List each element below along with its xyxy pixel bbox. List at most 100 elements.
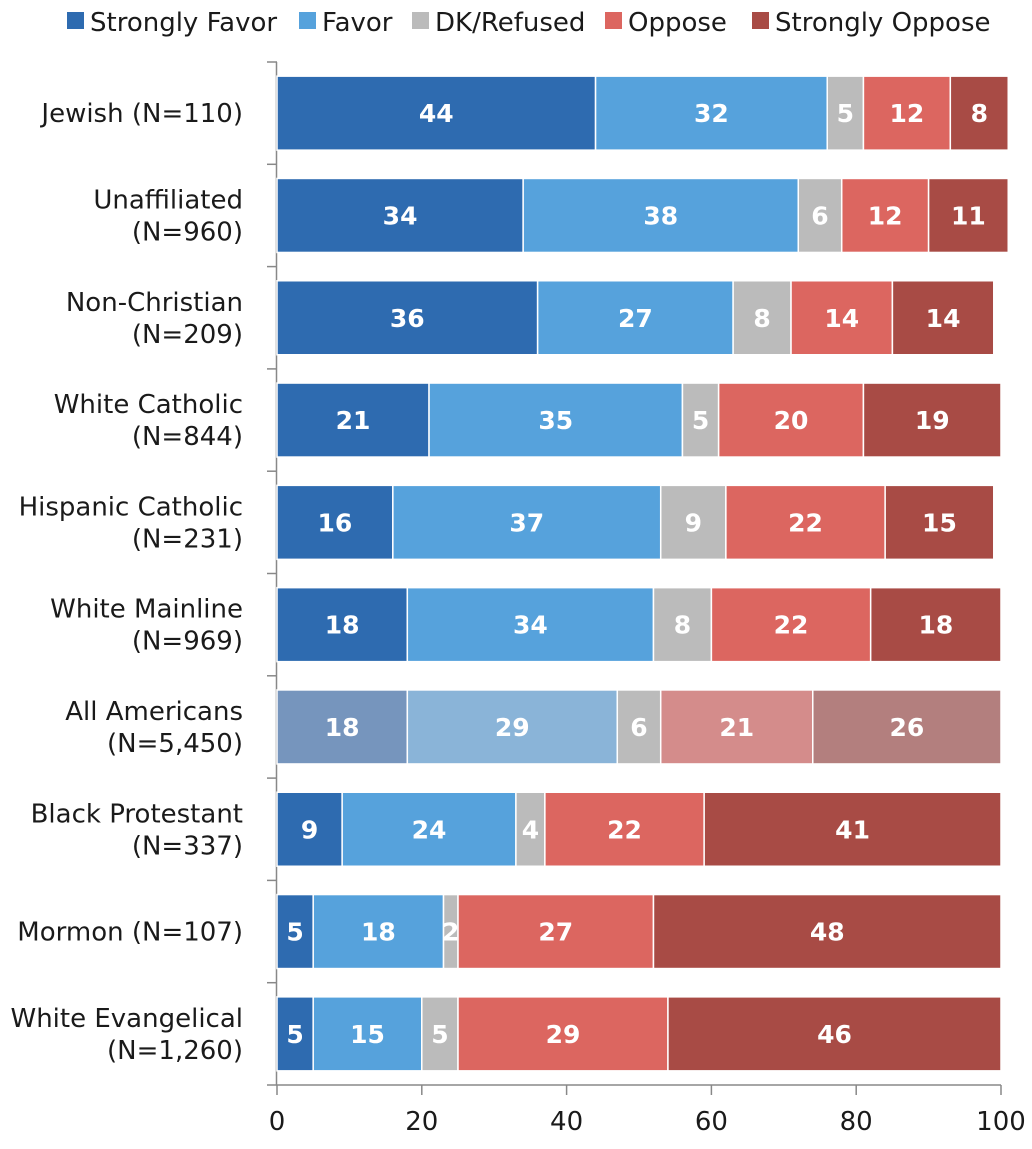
bar-segment-dk-refused-all-americans-n-5-450 (616, 689, 662, 765)
bar-segment-oppose-unaffiliated-n-960 (840, 177, 930, 254)
bar-segment-strongly-favor-non-christian-n-209 (276, 280, 539, 356)
bar-segment-dk-refused-jewish-n-110 (826, 75, 865, 151)
category-label-unaffiliated-n-960: Unaffiliated (N=960) (93, 185, 243, 247)
category-label-line: All Americans (65, 697, 243, 727)
category-label-mormon-n-107: Mormon (N=107) (17, 918, 243, 948)
legend-swatch-strongly-oppose (752, 12, 769, 29)
data-label-favor-white-mainline-n-969: 34 (513, 611, 548, 640)
data-label-dk-refused-non-christian-n-209: 8 (753, 304, 770, 333)
legend-swatch-favor (299, 12, 316, 29)
category-axis: Jewish (N=110) Unaffiliated (N=960) Non-Chr… (11, 61, 278, 1086)
bar-segment-strongly-oppose-white-mainline-n-969 (869, 586, 1002, 663)
data-label-strongly-favor-black-protestant-n-337: 9 (301, 815, 318, 844)
category-label-line: (N=960) (132, 217, 243, 247)
category-label-line: (N=844) (132, 422, 243, 452)
category-label-line: Mormon (N=107) (17, 918, 243, 948)
category-label-white-mainline-n-969: White Mainline (N=969) (50, 595, 243, 657)
data-label-favor-black-protestant-n-337: 24 (412, 815, 447, 844)
data-label-oppose-unaffiliated-n-960: 12 (868, 201, 903, 230)
data-label-dk-refused-black-protestant-n-337: 4 (522, 815, 539, 844)
data-label-strongly-favor-non-christian-n-209: 36 (390, 304, 425, 333)
bar-segment-strongly-favor-black-protestant-n-337 (276, 791, 343, 867)
legend-label-strongly-oppose: Strongly Oppose (775, 8, 991, 38)
data-label-oppose-white-evangelical-n-1-260: 29 (546, 1020, 581, 1049)
category-label-line: White Mainline (50, 595, 243, 625)
bar-segment-strongly-favor-white-evangelical-n-1-260 (276, 996, 314, 1072)
data-label-oppose-jewish-n-110: 12 (889, 99, 924, 128)
bar-segment-dk-refused-white-catholic-n-844 (681, 382, 720, 458)
data-label-favor-mormon-n-107: 18 (361, 918, 396, 947)
bar-segment-oppose-mormon-n-107 (457, 893, 655, 970)
category-label-all-americans-n-5-450: All Americans (N=5,450) (65, 697, 243, 759)
legend-label-oppose: Oppose (628, 8, 727, 38)
value-tick-label-100: 100 (976, 1107, 1026, 1137)
bar-segment-strongly-favor-white-catholic-n-844 (276, 382, 430, 458)
data-label-favor-non-christian-n-209: 27 (618, 304, 653, 333)
bar-segment-favor-all-americans-n-5-450 (406, 689, 619, 765)
bars: 44 32 5 12 8 34 38 6 12 11 36 27 8 14 14 21 35 5 20 19 16 37 9… (276, 75, 1009, 1072)
data-label-strongly-favor-white-mainline-n-969: 18 (325, 611, 360, 640)
category-label-non-christian-n-209: Non-Christian (N=209) (66, 288, 243, 350)
data-label-strongly-oppose-white-mainline-n-969: 18 (918, 611, 953, 640)
data-label-strongly-oppose-black-protestant-n-337: 41 (835, 815, 870, 844)
bar-segment-favor-black-protestant-n-337 (341, 791, 517, 867)
bar-segment-oppose-white-evangelical-n-1-260 (457, 996, 669, 1072)
data-label-oppose-hispanic-catholic-n-231: 22 (788, 508, 823, 537)
data-label-oppose-white-catholic-n-844: 20 (774, 406, 809, 435)
bar-segment-strongly-oppose-white-catholic-n-844 (862, 382, 1002, 458)
data-label-oppose-all-americans-n-5-450: 21 (719, 713, 754, 742)
data-label-dk-refused-white-catholic-n-844: 5 (692, 406, 709, 435)
category-label-line: (N=337) (132, 831, 243, 861)
data-label-dk-refused-white-mainline-n-969: 8 (674, 611, 691, 640)
bar-segment-favor-mormon-n-107 (312, 893, 445, 970)
data-label-strongly-oppose-white-catholic-n-844: 19 (915, 406, 950, 435)
legend-swatch-strongly-favor (67, 12, 84, 29)
category-label-black-protestant-n-337: Black Protestant (N=337) (31, 799, 243, 861)
data-label-favor-unaffiliated-n-960: 38 (643, 201, 678, 230)
bar-segment-favor-jewish-n-110 (594, 75, 828, 151)
bar-segment-oppose-non-christian-n-209 (790, 280, 894, 356)
data-label-strongly-oppose-mormon-n-107: 48 (810, 918, 845, 947)
data-label-strongly-favor-white-evangelical-n-1-260: 5 (286, 1020, 303, 1049)
bar-segment-strongly-oppose-unaffiliated-n-960 (927, 177, 1009, 254)
category-label-line: (N=231) (132, 524, 243, 554)
category-label-line: Jewish (N=110) (39, 99, 243, 129)
data-label-dk-refused-white-evangelical-n-1-260: 5 (431, 1020, 448, 1049)
bar-segment-favor-white-mainline-n-969 (406, 586, 655, 663)
category-label-jewish-n-110: Jewish (N=110) (39, 99, 243, 129)
bar-segment-favor-white-catholic-n-844 (428, 382, 684, 458)
bar-segment-strongly-favor-all-americans-n-5-450 (276, 689, 409, 765)
data-label-strongly-favor-all-americans-n-5-450: 18 (325, 713, 360, 742)
bar-segment-strongly-oppose-non-christian-n-209 (891, 280, 995, 356)
data-label-dk-refused-unaffiliated-n-960: 6 (811, 201, 828, 230)
data-label-favor-white-catholic-n-844: 35 (538, 406, 573, 435)
bar-segment-strongly-favor-mormon-n-107 (276, 893, 314, 970)
category-label-line: (N=1,260) (107, 1036, 243, 1066)
data-label-oppose-white-mainline-n-969: 22 (774, 611, 809, 640)
bar-segment-strongly-oppose-jewish-n-110 (949, 75, 1009, 151)
data-label-strongly-favor-mormon-n-107: 5 (286, 918, 303, 947)
data-label-strongly-favor-hispanic-catholic-n-231: 16 (318, 508, 353, 537)
bar-segment-oppose-jewish-n-110 (862, 75, 952, 151)
category-label-line: Unaffiliated (93, 185, 243, 215)
data-label-strongly-favor-unaffiliated-n-960: 34 (383, 201, 418, 230)
legend-swatch-dk-refused (412, 12, 429, 29)
data-label-strongly-favor-white-catholic-n-844: 21 (336, 406, 371, 435)
data-label-oppose-mormon-n-107: 27 (538, 918, 573, 947)
category-label-line: White Catholic (54, 390, 243, 420)
value-axis: 0 20 40 60 80 100 (269, 1084, 1026, 1137)
legend-label-dk-refused: DK/Refused (435, 8, 585, 38)
data-label-strongly-oppose-hispanic-catholic-n-231: 15 (922, 508, 957, 537)
category-label-line: (N=5,450) (107, 729, 243, 759)
data-label-favor-all-americans-n-5-450: 29 (495, 713, 530, 742)
legend-label-strongly-favor: Strongly Favor (90, 8, 277, 38)
data-label-strongly-oppose-white-evangelical-n-1-260: 46 (817, 1020, 852, 1049)
legend-swatch-oppose (605, 12, 622, 29)
data-label-favor-hispanic-catholic-n-231: 37 (509, 508, 544, 537)
bar-segment-strongly-oppose-hispanic-catholic-n-231 (884, 484, 995, 561)
bar-segment-favor-non-christian-n-209 (536, 280, 734, 356)
value-tick-label-80: 80 (840, 1107, 873, 1137)
value-tick-label-0: 0 (269, 1107, 286, 1137)
data-label-oppose-black-protestant-n-337: 22 (607, 815, 642, 844)
